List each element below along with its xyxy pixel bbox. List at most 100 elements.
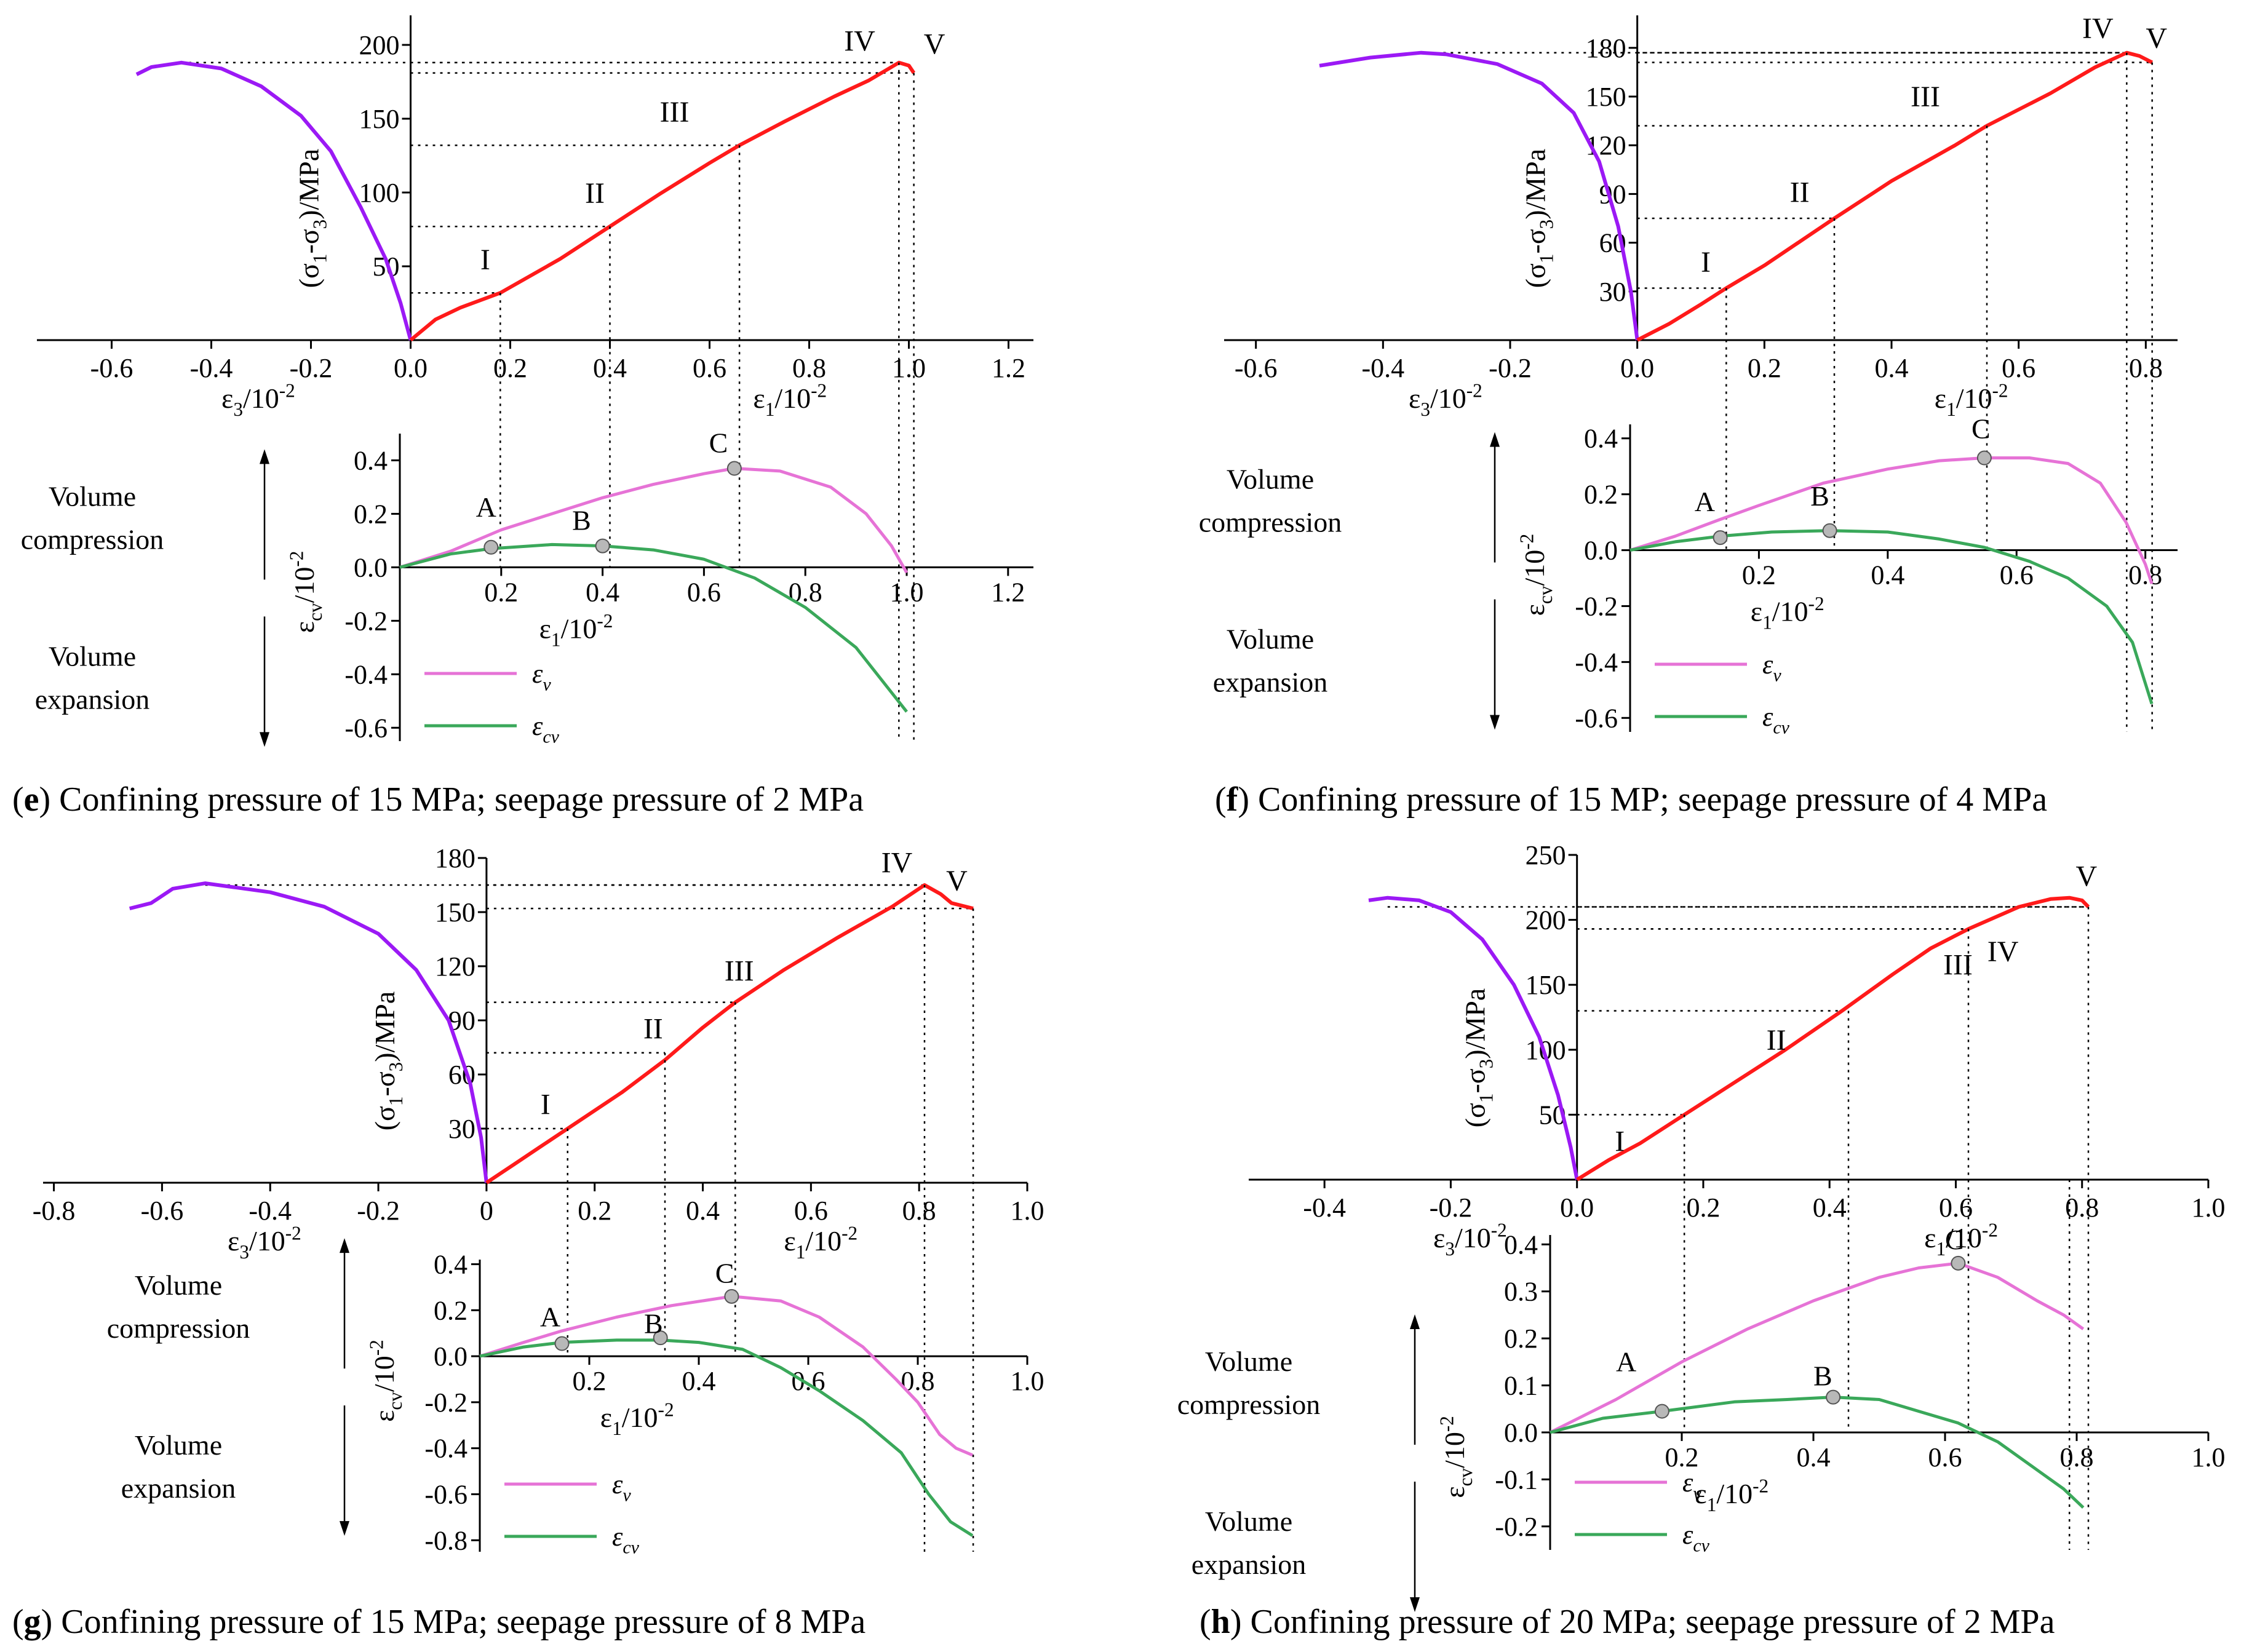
caption-h: (h) Confining pressure of 20 MPa; seepag…	[1200, 1603, 2055, 1641]
axial-strain-curve	[1576, 895, 2090, 1181]
stress-axis-title: (σ1-σ3)/MPa	[369, 991, 407, 1131]
volume-y-tick-label: -0.4	[344, 659, 388, 689]
stress-y-tick-label: 200	[1526, 905, 1566, 935]
stress-x-tick-label: -0.4	[190, 353, 233, 383]
stress-y-tick-label: 100	[359, 178, 400, 208]
volume-compression-label-1: Volume	[1205, 1346, 1292, 1377]
stress-x-tick-label: 1.0	[892, 353, 926, 383]
stress-x-tick-label: 0.4	[1813, 1193, 1847, 1223]
stress-x-tick-label: -0.4	[1362, 353, 1405, 383]
point-marker-B	[595, 538, 610, 554]
volume-y-tick-label: 0.2	[354, 499, 388, 529]
stress-x-tick-label: -0.2	[290, 353, 333, 383]
figure-panels: -0.6 -0.4 -0.2 0.0 0.2 0.4 0.6 0.8 1.0 1.25010015…	[12, 12, 2226, 1641]
volume-y-tick-label: -0.2	[1575, 591, 1618, 621]
stress-x-tick-label: 0.0	[1620, 353, 1654, 383]
point-label-A: A	[1616, 1346, 1636, 1378]
volume-y-tick-label: 0.0	[434, 1341, 468, 1372]
volume-compression-label-2: compression	[107, 1312, 250, 1344]
e1-axis-title: ε1/10-2	[753, 380, 827, 420]
lateral-strain-curve	[1368, 895, 1579, 1180]
volume-x-tick-label: 0.6	[687, 577, 721, 607]
volume-e1-axis-title: ε1/10-2	[539, 610, 613, 650]
expansion-arrow-head	[260, 732, 269, 747]
volume-x-tick-label: 1.0	[890, 577, 924, 607]
caption-g: (g) Confining pressure of 15 MPa; seepag…	[12, 1603, 865, 1641]
volume-x-tick-label: 1.0	[2192, 1442, 2226, 1472]
point-label-C: C	[709, 427, 728, 458]
stress-y-tick-label: 150	[435, 897, 475, 927]
stress-x-tick-label: 0.0	[1560, 1193, 1594, 1223]
volume-y-tick-label: 0.0	[1504, 1418, 1538, 1448]
volume-x-tick-label: 0.6	[1928, 1442, 1962, 1472]
e3-axis-title: ε3/10-2	[1409, 380, 1482, 420]
stage-label-II: II	[643, 1012, 663, 1045]
compression-arrow-head	[1490, 432, 1500, 447]
axial-strain-curve	[1636, 50, 2154, 342]
stress-axis-title: (σ1-σ3)/MPa	[1520, 149, 1558, 288]
e3-axis-title: ε3/10-2	[221, 380, 295, 420]
stress-x-tick-label: 1.0	[1011, 1196, 1044, 1226]
volume-e1-axis-title: ε1/10-2	[1751, 593, 1824, 633]
e1-axis-title: ε1/10-2	[1935, 380, 2008, 420]
stress-x-tick-label: -0.4	[249, 1196, 292, 1226]
stress-x-tick-label: 1.2	[992, 353, 1025, 383]
volume-y-tick-label: 0.0	[354, 552, 388, 582]
ecv-curve	[1629, 529, 2154, 705]
ev-curve	[1629, 456, 2154, 584]
stage-label-III: III	[1911, 81, 1940, 113]
volume-y-tick-label: -0.1	[1495, 1464, 1538, 1495]
volume-e1-axis-title: ε1/10-2	[1695, 1475, 1769, 1515]
axial-strain-curve	[409, 60, 916, 342]
stage-label-I: I	[480, 244, 490, 276]
legend-ecv-label: εcv	[612, 1522, 640, 1557]
volume-e1-axis-title: ε1/10-2	[600, 1399, 674, 1439]
stress-x-tick-label: 0.0	[394, 353, 428, 383]
stress-x-tick-label: -0.2	[1489, 353, 1532, 383]
legend-ev-label: εv	[532, 659, 551, 694]
stress-x-tick-label: -0.2	[1430, 1193, 1473, 1223]
volume-y-tick-label: 0.1	[1504, 1371, 1538, 1401]
lateral-strain-curve	[129, 881, 488, 1183]
volume-y-tick-label: -0.6	[424, 1479, 468, 1509]
volume-compression-label-1: Volume	[135, 1269, 222, 1301]
point-marker-B	[1822, 523, 1837, 538]
stress-x-tick-label: -0.4	[1303, 1193, 1346, 1223]
volume-y-tick-label: -0.2	[424, 1388, 468, 1418]
e1-axis-title: ε1/10-2	[1924, 1220, 1998, 1260]
point-marker-B	[1826, 1389, 1841, 1405]
legend-ecv-label: εcv	[532, 711, 560, 747]
volume-compression-label-2: compression	[1199, 507, 1342, 538]
volume-y-tick-label: -0.4	[424, 1434, 468, 1464]
volume-y-tick-label: 0.4	[354, 445, 388, 475]
volume-expansion-label-1: Volume	[1227, 624, 1314, 655]
ev-curve	[399, 467, 909, 574]
volume-y-tick-label: -0.6	[1575, 703, 1618, 733]
volume-y-tick-label: 0.2	[1584, 480, 1618, 510]
stress-x-tick-label: 0.8	[792, 353, 826, 383]
stage-label-IV: IV	[881, 846, 913, 879]
volume-compression-label-2: compression	[1177, 1389, 1321, 1420]
caption-f: (f) Confining pressure of 15 MP; seepage…	[1215, 780, 2047, 819]
ecv-axis-title: εcv/10-2	[1516, 534, 1556, 616]
legend-ecv-label: εcv	[1762, 702, 1790, 737]
volume-x-tick-label: 0.4	[1871, 560, 1904, 590]
stress-x-tick-label: 0.6	[2002, 353, 2035, 383]
ecv-curve	[399, 542, 908, 713]
ecv-axis-title: εcv/10-2	[1436, 1416, 1476, 1498]
stress-y-tick-label: 30	[448, 1114, 475, 1144]
ecv-curve	[479, 1338, 974, 1537]
point-label-B: B	[1810, 480, 1829, 512]
e3-axis-title: ε3/10-2	[1433, 1220, 1507, 1260]
compression-arrow-head	[340, 1238, 349, 1253]
ev-curve	[479, 1295, 973, 1457]
point-marker-A	[1713, 530, 1728, 546]
point-label-C: C	[1971, 413, 1991, 445]
point-marker-C	[1951, 1255, 1966, 1271]
stress-x-tick-label: 0.4	[686, 1196, 720, 1226]
stress-x-tick-label: -0.6	[1235, 353, 1278, 383]
stress-x-tick-label: 0.8	[2129, 353, 2163, 383]
stage-label-I: I	[1701, 246, 1711, 279]
stress-x-tick-label: 0.6	[794, 1196, 828, 1226]
stress-x-tick-label: -0.6	[141, 1196, 184, 1226]
